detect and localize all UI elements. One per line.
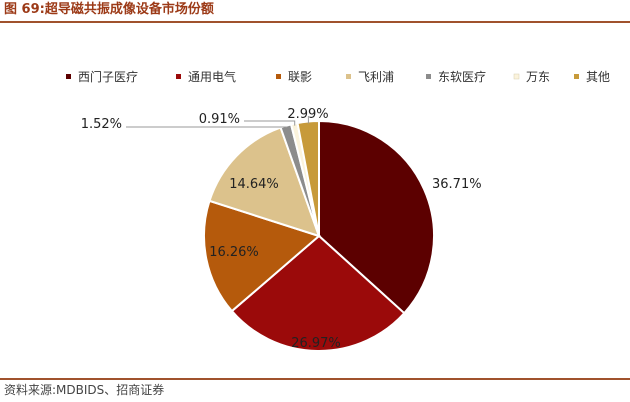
legend-swatch-5 xyxy=(513,73,520,80)
bottom-rule xyxy=(0,378,630,380)
data-label-6: 2.99% xyxy=(287,107,328,122)
legend-label-1: 通用电气 xyxy=(188,69,236,84)
leader-line-4 xyxy=(126,126,287,128)
data-label-2: 16.26% xyxy=(209,245,259,260)
pie-slice-2 xyxy=(203,199,322,313)
data-label-1: 26.97% xyxy=(291,336,341,351)
data-label-0: 36.71% xyxy=(432,177,482,192)
legend-label-6: 其他 xyxy=(586,70,610,84)
pie-slice-0 xyxy=(318,119,435,315)
figure-title: 图 69:超导磁共振成像设备市场份额 xyxy=(4,2,214,17)
legend-swatch-3 xyxy=(346,74,351,79)
data-label-3: 14.64% xyxy=(229,177,279,192)
legend-swatch-4 xyxy=(426,74,431,79)
legend-label-2: 联影 xyxy=(288,70,312,84)
legend-label-3: 飞利浦 xyxy=(358,70,394,84)
top-rule xyxy=(0,21,630,23)
leader-line-5 xyxy=(244,120,296,126)
pie-slice-3 xyxy=(208,126,321,238)
legend-label-4: 东软医疗 xyxy=(438,70,486,84)
legend-label-5: 万东 xyxy=(526,70,550,84)
legend-swatch-6 xyxy=(574,74,579,79)
source-note: 资料来源:MDBIDS、招商证券 xyxy=(4,383,165,397)
legend-swatch-2 xyxy=(276,74,281,79)
data-label-4: 1.52% xyxy=(81,117,122,132)
legend-label-0: 西门子医疗 xyxy=(78,69,138,84)
legend-swatch-0 xyxy=(66,74,71,79)
pie-slice-1 xyxy=(230,234,406,352)
legend-swatch-1 xyxy=(176,74,181,79)
data-label-5: 0.91% xyxy=(199,112,240,127)
